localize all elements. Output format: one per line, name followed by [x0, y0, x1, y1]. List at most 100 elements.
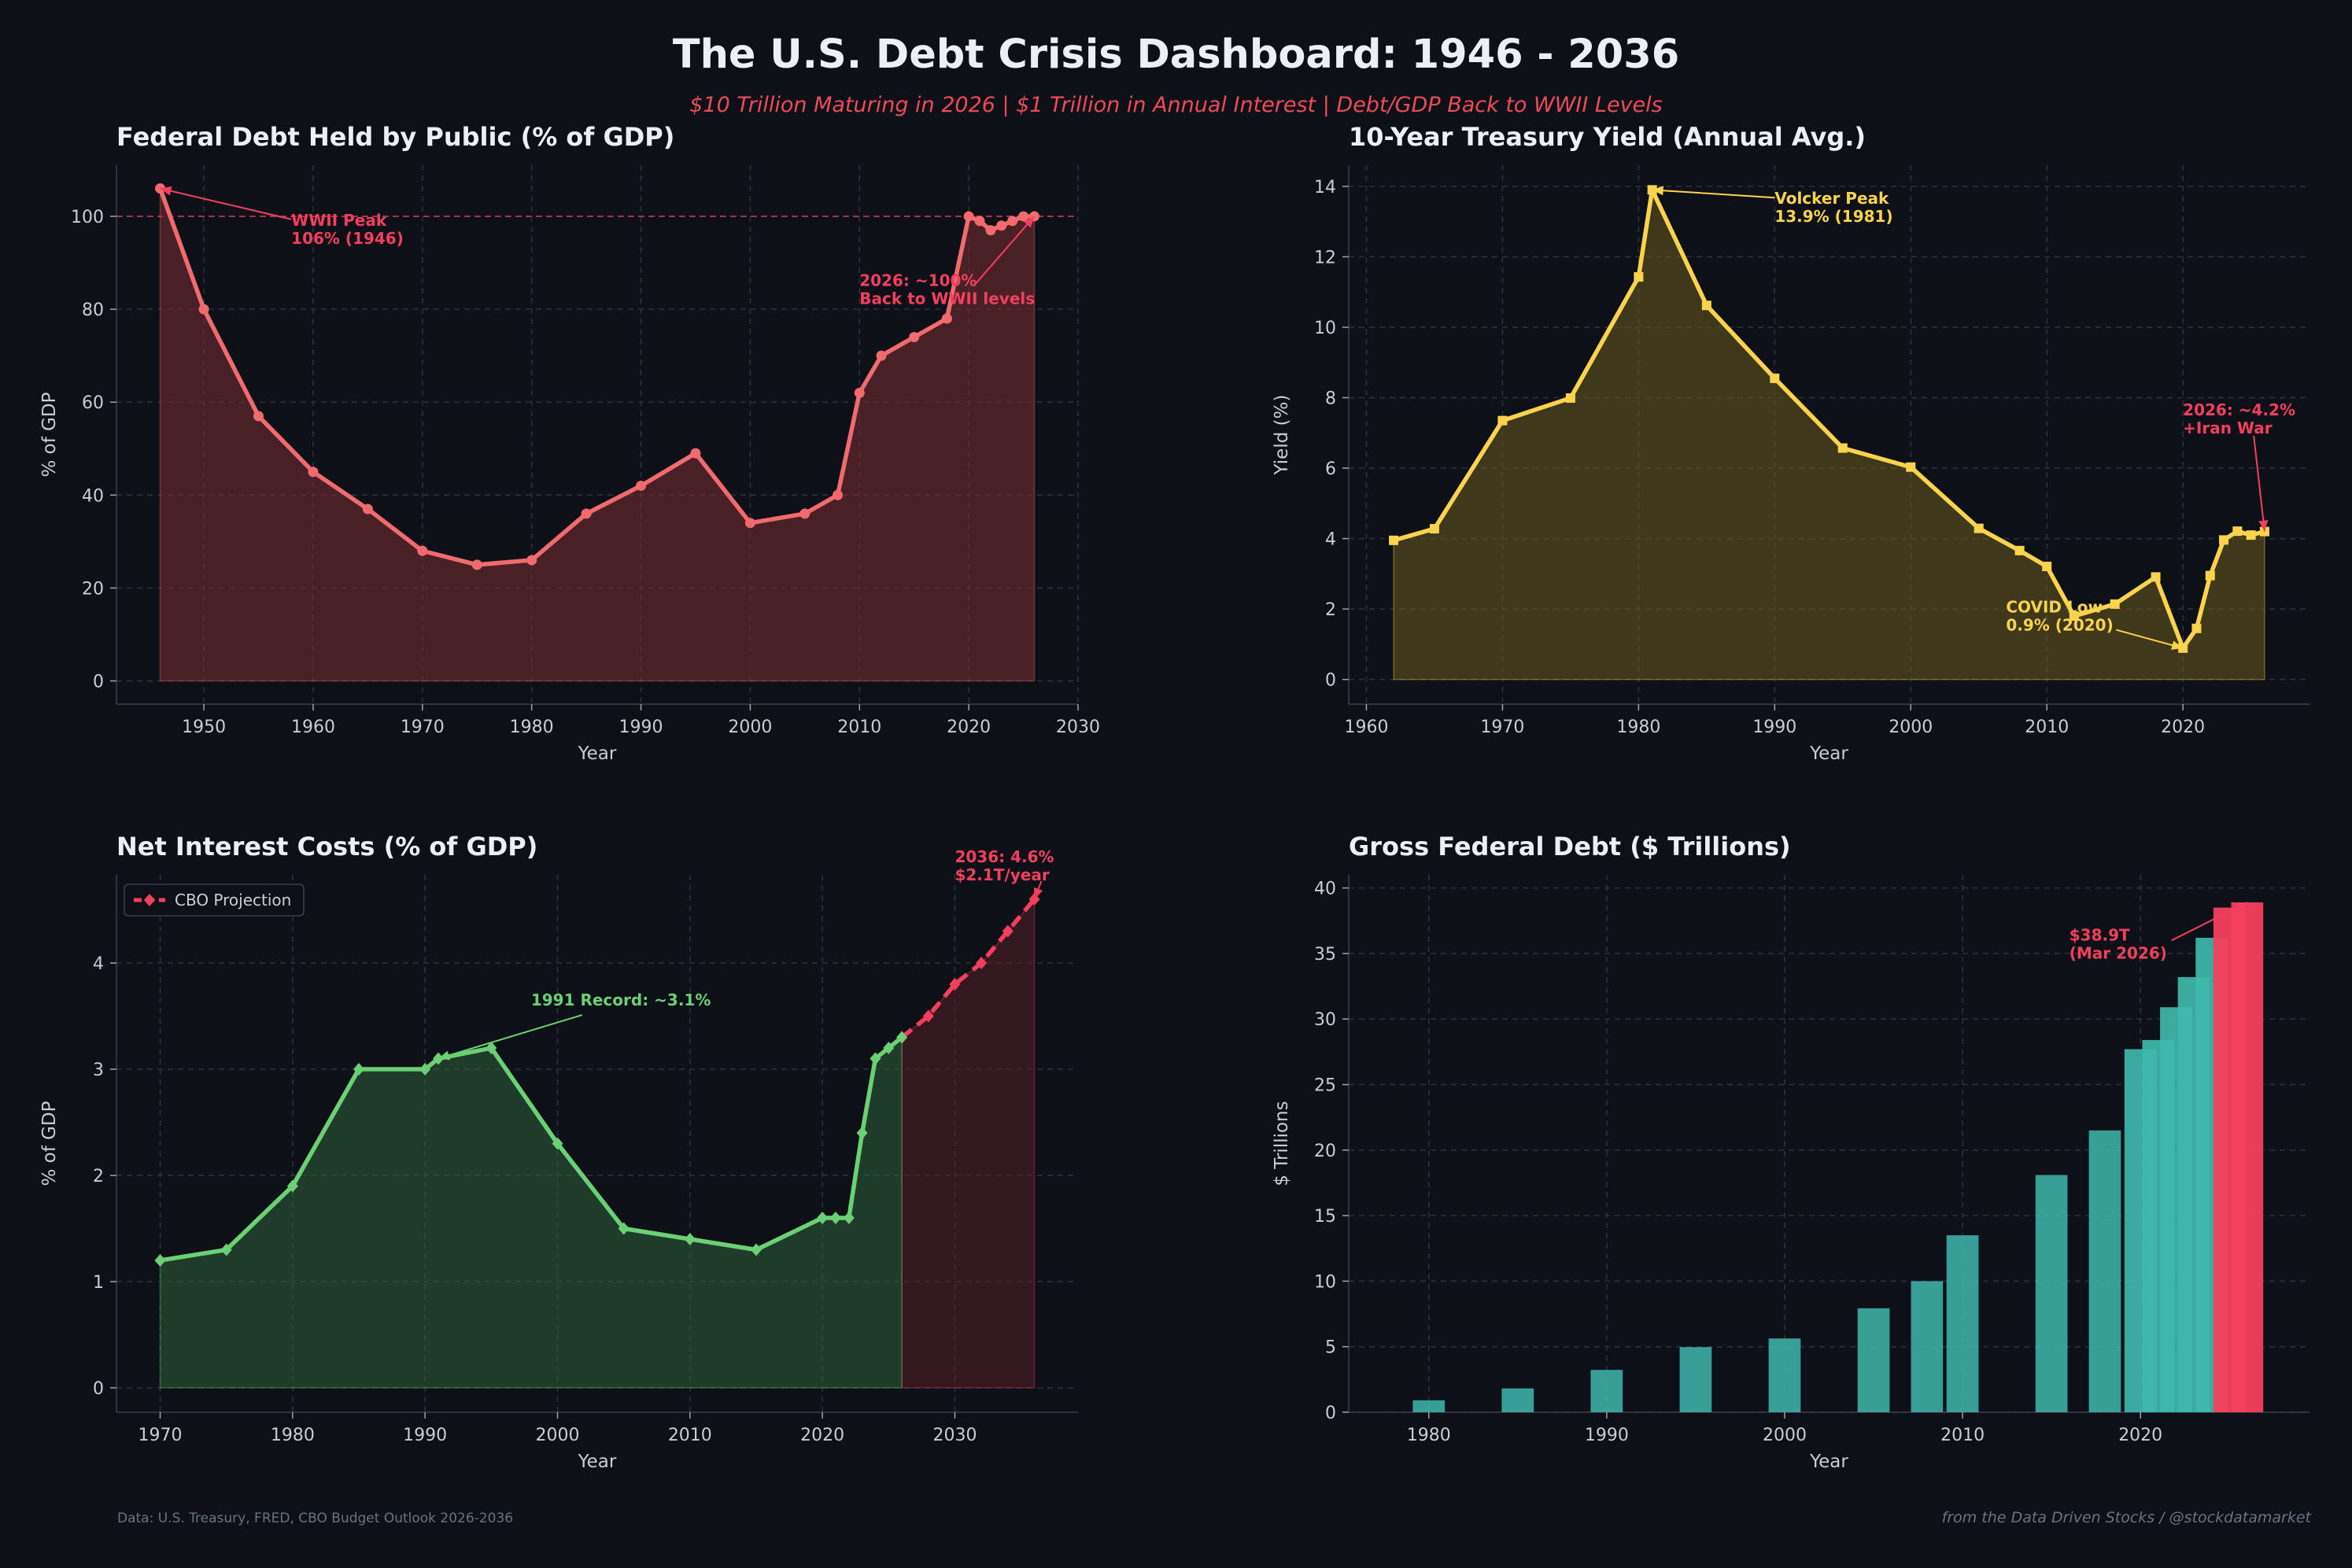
y-axis-label: % of GDP — [39, 1101, 60, 1186]
data-point — [353, 1063, 365, 1076]
annotation-arrowhead — [1033, 887, 1043, 900]
y-tick-label: 10 — [1314, 1272, 1336, 1292]
data-point — [2069, 611, 2079, 622]
x-tick-label: 1990 — [1585, 1426, 1629, 1445]
x-tick-label: 1960 — [291, 718, 335, 737]
chart-title: Federal Debt Held by Public (% of GDP) — [116, 122, 674, 152]
x-tick-label: 1960 — [1344, 718, 1388, 737]
x-tick-label: 2000 — [1763, 1426, 1807, 1445]
data-point — [2110, 599, 2120, 609]
data-point — [1634, 271, 1644, 282]
data-point — [486, 1042, 497, 1055]
y-tick-label: 40 — [82, 486, 104, 506]
source-note: Data: U.S. Treasury, FRED, CBO Budget Ou… — [117, 1511, 514, 1526]
annotation-text-line: 13.9% (1981) — [1774, 207, 1892, 226]
y-tick-label: 6 — [1325, 459, 1336, 479]
bar-2026 — [2231, 902, 2264, 1412]
annotation-arrowhead — [2171, 640, 2184, 650]
data-point — [471, 559, 482, 570]
y-tick-label: 15 — [1314, 1207, 1336, 1227]
data-point — [2232, 526, 2243, 537]
data-point — [976, 957, 988, 970]
x-tick-label: 2010 — [1940, 1426, 1985, 1445]
y-tick-label: 40 — [1314, 880, 1336, 899]
y-axis-label: % of GDP — [39, 392, 60, 477]
annotation-text-line: 2036: 4.6% — [954, 847, 1054, 866]
data-point — [1018, 211, 1029, 222]
bar-2008 — [1911, 1281, 1944, 1412]
bar-1980 — [1412, 1400, 1446, 1412]
y-tick-label: 0 — [93, 672, 104, 692]
data-point — [690, 448, 701, 459]
data-point — [417, 545, 428, 556]
y-tick-label: 4 — [1325, 530, 1336, 550]
annotation-text: 2026: ~100%Back to WWII levels — [859, 271, 1035, 308]
dashboard-title: The U.S. Debt Crisis Dashboard: 1946 - 2… — [672, 31, 1680, 78]
x-tick-label: 2010 — [837, 718, 881, 737]
y-tick-label: 20 — [82, 579, 104, 599]
data-point — [552, 1137, 563, 1150]
chart-gross-federal-debt: 1980 1990 2000 2010 2020 0 5 10 15 20 25 30 35 40 Gros… — [1272, 832, 2310, 1472]
data-point — [1429, 524, 1439, 534]
data-point — [941, 313, 952, 324]
bar-2000 — [1768, 1338, 1801, 1412]
x-tick-label: 1980 — [510, 718, 554, 737]
data-point — [636, 480, 647, 491]
x-axis-label: Year — [1809, 743, 1848, 764]
data-point — [750, 1243, 762, 1256]
data-point — [362, 504, 373, 515]
dashboard-subtitle: $10 Trillion Maturing in 2026 | $1 Trill… — [689, 93, 1663, 117]
y-tick-label: 80 — [82, 301, 104, 320]
bar-1995 — [1679, 1347, 1712, 1412]
annotation-arrow-line — [973, 216, 1036, 287]
annotation-text-line: Volcker Peak — [1774, 189, 1889, 208]
y-tick-label: 2 — [93, 1167, 104, 1186]
x-tick-label: 1990 — [1752, 718, 1796, 737]
x-tick-label: 1990 — [619, 718, 663, 737]
chart-legend: CBO Projection — [124, 884, 305, 917]
y-tick-label: 2 — [1325, 600, 1336, 620]
annotation-arrowhead — [438, 1050, 451, 1061]
x-tick-label: 1970 — [401, 718, 445, 737]
annotation-text-line: 0.9% (2020) — [2006, 616, 2113, 635]
data-point — [870, 1052, 881, 1065]
x-tick-label: 2020 — [2161, 718, 2205, 737]
data-point — [876, 350, 887, 361]
data-point — [618, 1222, 630, 1235]
annotation-arrowhead — [160, 186, 172, 196]
data-point — [896, 1031, 908, 1044]
annotation-text-line: $38.9T — [2070, 925, 2130, 944]
x-tick-label: 1950 — [182, 718, 226, 737]
x-tick-label: 2020 — [800, 1426, 844, 1445]
x-tick-label: 2000 — [728, 718, 772, 737]
annotation-text-line: +Iran War — [2183, 419, 2273, 437]
annotation-arrowhead — [1652, 186, 1664, 196]
data-point — [974, 216, 985, 227]
data-point — [286, 1179, 298, 1193]
data-point — [1906, 462, 1916, 472]
x-tick-label: 2010 — [668, 1426, 712, 1445]
annotation-arrowhead — [2235, 902, 2247, 912]
chart-title: 10-Year Treasury Yield (Annual Avg.) — [1349, 122, 1866, 152]
x-tick-label: 2000 — [1889, 718, 1933, 737]
data-point — [909, 331, 920, 342]
data-point — [817, 1211, 829, 1224]
annotation-text-line: COVID Low — [2006, 598, 2103, 617]
x-tick-label: 1980 — [1616, 718, 1660, 737]
data-point — [1002, 924, 1014, 938]
data-point — [2151, 572, 2161, 582]
data-point — [1389, 535, 1399, 545]
legend-marker — [144, 894, 155, 906]
x-axis-label: Year — [1809, 1452, 1848, 1472]
y-tick-label: 25 — [1314, 1076, 1336, 1096]
y-tick-label: 20 — [1314, 1142, 1336, 1161]
legend-label: CBO Projection — [175, 891, 291, 909]
data-point — [922, 1009, 934, 1023]
annotation-text-line: 2026: ~4.2% — [2183, 400, 2295, 419]
x-tick-label: 2000 — [536, 1426, 580, 1445]
chart-title: Net Interest Costs (% of GDP) — [116, 832, 537, 861]
